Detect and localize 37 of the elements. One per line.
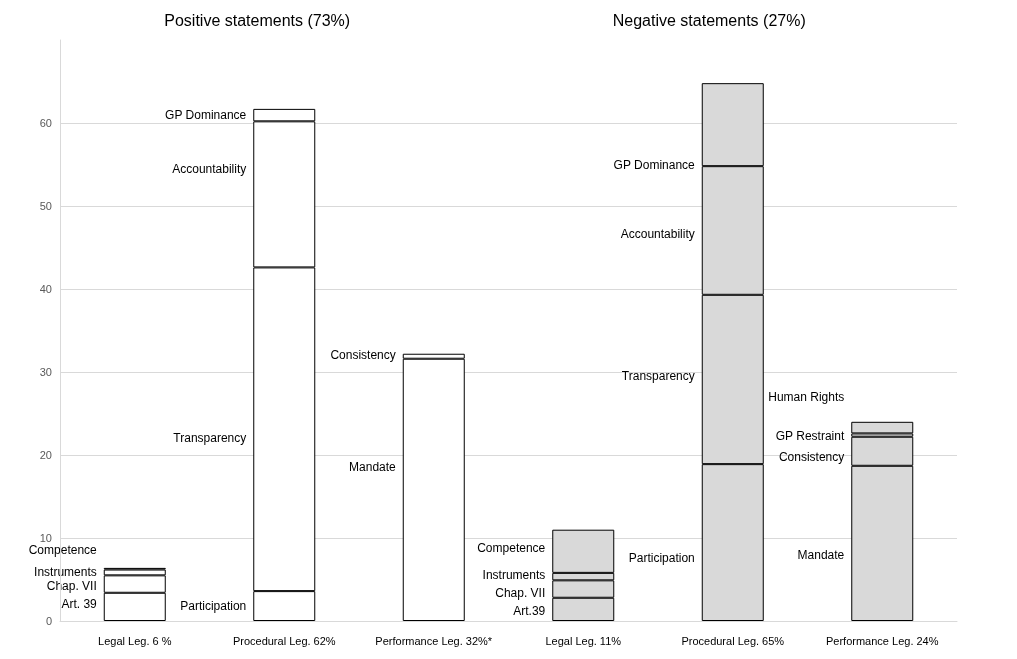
- text: Negative statements (27%): [612, 11, 806, 29]
- annotation: Human Rights: [768, 389, 845, 404]
- annotation: Participation: [628, 550, 695, 565]
- x-tick-label: Performance Leg. 32%*: [375, 634, 493, 647]
- annotation: Accountability: [172, 161, 247, 176]
- x-tick-label: Legal Leg. 11%: [545, 634, 622, 647]
- annotation: Consistency: [330, 348, 396, 363]
- annotation: Accountability: [620, 227, 695, 242]
- x-tick-label: Performance Leg. 24%: [825, 634, 939, 647]
- y-tick-label: 0: [45, 615, 52, 627]
- annotation: Art. 39: [61, 597, 98, 612]
- x-tick-label: Procedural Leg. 65%: [681, 634, 785, 647]
- y-tick-label: 10: [39, 532, 52, 544]
- annotation: Mandate: [349, 460, 397, 475]
- annotation: Competence: [28, 542, 98, 557]
- annotation: Instruments: [34, 565, 97, 580]
- y-tick-label: 60: [39, 117, 52, 129]
- annotation: GP Dominance: [165, 107, 247, 122]
- annotation: Competence: [477, 540, 546, 555]
- x-tick-label: Legal Leg. 6 %: [98, 634, 172, 647]
- annotation: Chap. VII: [495, 585, 546, 600]
- annotation: Instruments: [482, 568, 546, 583]
- annotation: Consistency: [778, 449, 845, 464]
- y-tick-label: 50: [39, 200, 52, 212]
- annotation: Transparency: [621, 369, 695, 384]
- annotation: Participation: [180, 599, 247, 614]
- bar: [851, 421, 914, 434]
- annotation: GP Restraint: [775, 428, 845, 443]
- y-tick-label: 40: [39, 283, 52, 295]
- text: Positive statements (73%): [164, 11, 351, 29]
- annotation: Transparency: [173, 431, 247, 446]
- annotation: Art.39: [513, 604, 546, 619]
- y-tick-label: 20: [39, 449, 52, 461]
- annotation: GP Dominance: [613, 157, 696, 172]
- annotation: Mandate: [797, 547, 845, 562]
- x-tick-label: Procedural Leg. 62%: [232, 634, 336, 647]
- y-tick-label: 30: [39, 366, 52, 378]
